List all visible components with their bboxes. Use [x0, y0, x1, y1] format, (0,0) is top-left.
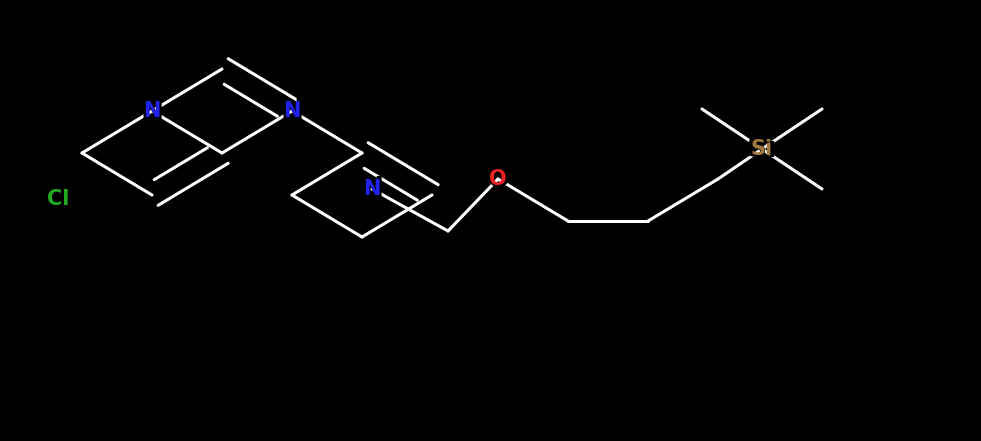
Text: Si: Si — [750, 139, 773, 159]
Text: N: N — [360, 175, 384, 203]
Text: N: N — [140, 97, 164, 125]
Text: O: O — [490, 169, 507, 189]
Text: Cl: Cl — [47, 189, 70, 209]
Text: N: N — [363, 179, 381, 199]
Text: Si: Si — [748, 135, 777, 163]
Text: Cl: Cl — [43, 185, 73, 213]
Text: O: O — [487, 165, 510, 193]
Text: N: N — [281, 97, 303, 125]
Text: N: N — [284, 101, 301, 121]
Text: N: N — [143, 101, 161, 121]
